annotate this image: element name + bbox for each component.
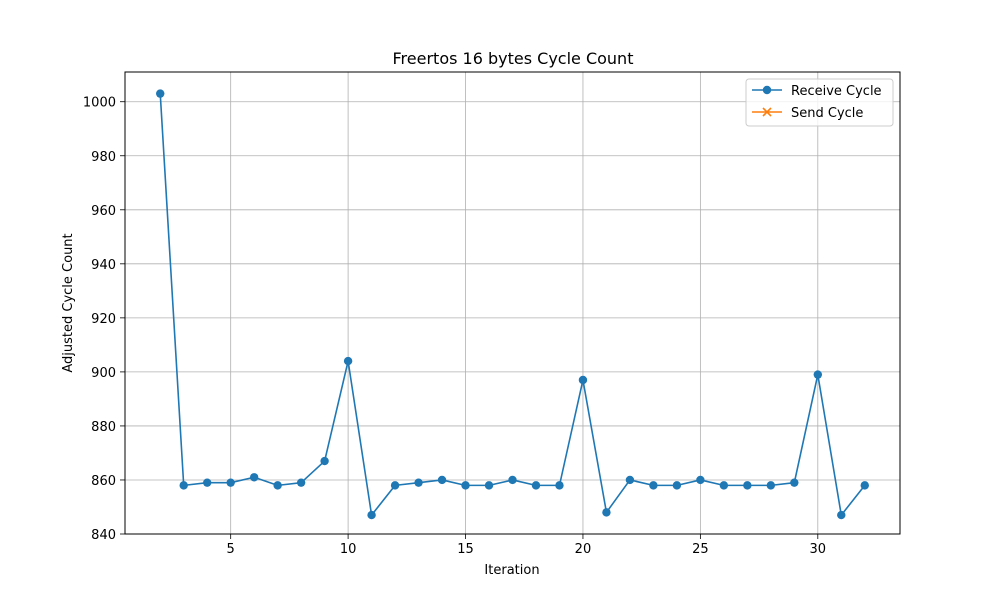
- x-tick-label: 15: [457, 542, 474, 557]
- data-point: [484, 481, 494, 490]
- y-axis-label: Adjusted Cycle Count: [61, 233, 76, 372]
- x-tick-label: 5: [227, 542, 235, 557]
- x-axis-label: Iteration: [484, 563, 539, 578]
- data-point: [837, 510, 846, 520]
- data-point: [790, 478, 799, 487]
- data-point: [296, 478, 306, 487]
- legend-send-label: Send Cycle: [791, 106, 863, 121]
- data-point: [766, 481, 776, 490]
- legend-send-marker: [762, 107, 772, 117]
- data-point: [860, 481, 869, 490]
- legend-receive-marker: [762, 85, 772, 95]
- x-tick-label: 10: [340, 542, 357, 557]
- data-point: [813, 370, 823, 379]
- y-tick-label: 920: [91, 312, 116, 327]
- y-tick-label: 980: [91, 150, 116, 165]
- data-point: [508, 475, 517, 485]
- legend: Receive Cycle Send Cycle: [745, 78, 894, 127]
- data-point: [578, 375, 588, 385]
- x-tick-label: 30: [810, 542, 827, 557]
- data-point: [320, 456, 329, 466]
- series-layer: [156, 89, 869, 520]
- data-point: [602, 508, 611, 517]
- data-point: [367, 510, 376, 520]
- y-tick-label: 860: [91, 474, 116, 489]
- data-point: [625, 475, 635, 485]
- data-point: [414, 478, 423, 487]
- plot-area-frame: [124, 71, 901, 535]
- data-point: [226, 478, 235, 487]
- data-point: [672, 481, 682, 490]
- data-point: [437, 475, 447, 485]
- data-point: [273, 481, 282, 490]
- y-tick-label: 940: [91, 258, 116, 273]
- data-point: [531, 481, 541, 490]
- data-point: [555, 481, 564, 490]
- data-point: [156, 89, 165, 98]
- data-point: [249, 473, 259, 482]
- y-tick-label: 900: [91, 366, 116, 381]
- legend-frame: [745, 78, 894, 127]
- data-point: [390, 481, 400, 490]
- chart-title: Freertos 16 bytes Cycle Count: [393, 49, 634, 68]
- data-point: [202, 478, 212, 487]
- data-point: [719, 481, 729, 490]
- data-point: [696, 475, 705, 485]
- axes: 5 10 15 20 25 30 840 860 880 900 920 940 960 980 1000: [83, 96, 826, 557]
- y-tick-label: 840: [91, 528, 116, 543]
- y-tick-label: 1000: [83, 96, 116, 111]
- data-point: [649, 481, 658, 490]
- data-point: [179, 481, 188, 490]
- data-point: [743, 481, 752, 490]
- legend-receive-label: Receive Cycle: [791, 84, 882, 99]
- data-point: [461, 481, 470, 490]
- y-tick-label: 960: [91, 204, 116, 219]
- y-tick-label: 880: [91, 420, 116, 435]
- x-tick-label: 20: [575, 542, 592, 557]
- x-tick-label: 25: [692, 542, 709, 557]
- data-point: [343, 356, 353, 366]
